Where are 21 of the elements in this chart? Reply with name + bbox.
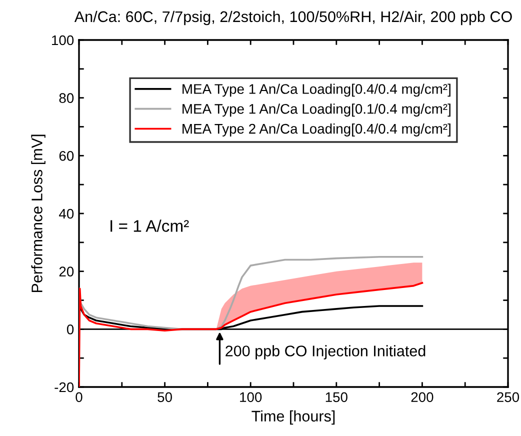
annotation: 200 ppb CO Injection Initiated bbox=[226, 345, 426, 360]
chart-title: An/Ca: 60C, 7/7psig, 2/2stoich, 100/50%RH, H2/Air, 200 ppb CO bbox=[74, 10, 512, 26]
x-tick-label: 250 bbox=[497, 392, 520, 402]
y-tick-label: 80 bbox=[59, 93, 74, 104]
y-tick-label: 20 bbox=[59, 266, 74, 277]
x-tick-label: 0 bbox=[76, 392, 82, 402]
x-axis-title: Time [hours] bbox=[252, 410, 335, 425]
legend-label: MEA Type 1 An/Ca Loading[0.1/0.4 mg/cm²] bbox=[182, 104, 450, 117]
y-axis-title: Performance Loss [mV] bbox=[31, 134, 46, 292]
x-tick-label: 150 bbox=[326, 392, 348, 402]
x-tick-label: 50 bbox=[158, 392, 172, 402]
y-tick-label: 0 bbox=[66, 324, 74, 334]
x-tick-label: 200 bbox=[411, 392, 434, 402]
x-tick-label: 100 bbox=[240, 392, 262, 402]
y-tick-label: 100 bbox=[52, 35, 74, 46]
y-tick-label: 40 bbox=[59, 208, 74, 219]
annotation: I = 1 A/cm² bbox=[110, 220, 189, 232]
y-tick-label: 60 bbox=[59, 151, 74, 161]
legend-label: MEA Type 2 An/Ca Loading[0.4/0.4 mg/cm²] bbox=[182, 124, 450, 136]
legend-label: MEA Type 1 An/Ca Loading[0.4/0.4 mg/cm²] bbox=[182, 84, 450, 97]
y-tick-label: -20 bbox=[54, 382, 74, 392]
